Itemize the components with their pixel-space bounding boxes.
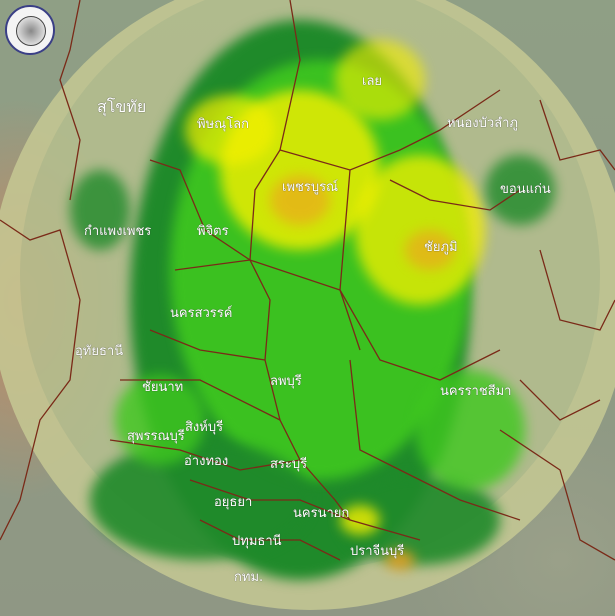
- province-label: พิษณุโลก: [197, 117, 250, 132]
- province-label: สระบุรี: [270, 457, 308, 472]
- rain-echo: [405, 230, 455, 270]
- province-label: นครราชสีมา: [440, 384, 512, 399]
- province-label: อยุธยา: [214, 495, 253, 510]
- rain-echo: [355, 155, 485, 305]
- rain-echo: [415, 370, 525, 490]
- province-label: หนองบัวลำภู: [447, 116, 518, 131]
- province-label: อ่างทอง: [184, 454, 229, 469]
- province-label: พิจิตร: [197, 224, 229, 239]
- rain-echo: [70, 170, 130, 250]
- province-label: กทม.: [234, 570, 264, 585]
- province-label: กำแพงเพชร: [84, 224, 152, 239]
- rain-echo: [270, 175, 330, 225]
- tmd-logo: [5, 5, 55, 55]
- province-label: เพชรบูรณ์: [282, 180, 339, 195]
- rain-echo: [335, 40, 425, 120]
- province-label: ขอนแก่น: [500, 182, 551, 197]
- province-label: ชัยนาท: [142, 380, 184, 395]
- province-label: นครสวรรค์: [170, 306, 233, 321]
- rain-echo: [385, 550, 415, 570]
- province-label: ปราจีนบุรี: [350, 544, 405, 559]
- rain-echo: [340, 505, 380, 535]
- province-label: นครนายก: [293, 506, 350, 521]
- province-label: ชัยภูมิ: [424, 240, 458, 255]
- province-label: ลพบุรี: [270, 374, 302, 389]
- province-label: อุทัยธานี: [75, 344, 124, 359]
- province-label: สิงห์บุรี: [185, 420, 224, 435]
- province-label: ปทุมธานี: [232, 534, 282, 549]
- rain-echo: [115, 375, 205, 465]
- province-label: สุพรรณบุรี: [127, 429, 185, 444]
- province-label: เลย: [362, 74, 383, 89]
- province-label: สุโขทัย: [97, 97, 147, 116]
- rain-echo: [185, 95, 275, 165]
